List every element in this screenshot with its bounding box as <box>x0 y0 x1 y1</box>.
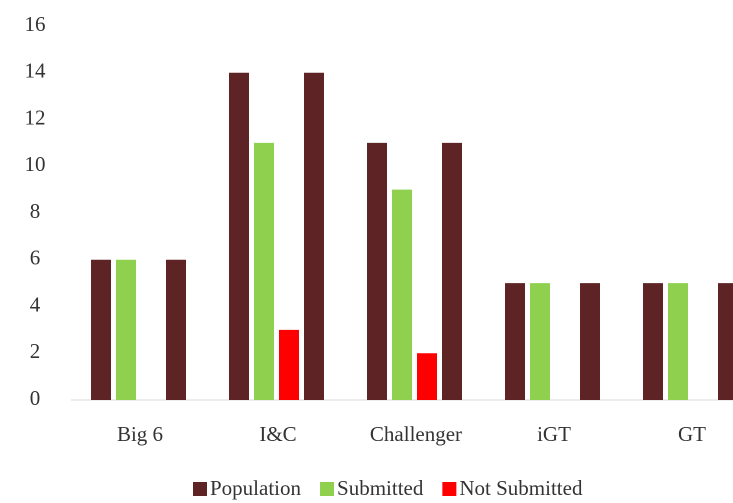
y-tick-label: 10 <box>25 152 46 176</box>
bar <box>417 353 437 400</box>
legend-label: Not Submitted <box>459 476 583 500</box>
bar <box>91 259 111 400</box>
x-tick-label: I&C <box>259 422 296 446</box>
bar <box>643 283 663 400</box>
bar <box>279 329 299 400</box>
legend-label: Submitted <box>337 476 424 500</box>
bar <box>367 142 387 400</box>
y-tick-label: 0 <box>30 386 41 410</box>
x-tick-label: Challenger <box>370 422 462 446</box>
bar <box>392 189 412 400</box>
bar <box>304 72 324 400</box>
x-tick-label: Big 6 <box>117 422 163 446</box>
bar <box>530 283 550 400</box>
y-tick-label: 16 <box>25 12 46 36</box>
y-tick-label: 14 <box>25 59 47 83</box>
bar <box>254 142 274 400</box>
legend-label: Population <box>210 476 302 500</box>
legend-swatch <box>442 482 457 496</box>
bar <box>229 72 249 400</box>
bar <box>505 283 525 400</box>
bar <box>442 142 462 400</box>
bar <box>580 283 600 400</box>
y-tick-label: 2 <box>30 339 41 363</box>
bar <box>166 259 186 400</box>
bar <box>718 283 733 400</box>
x-tick-label: GT <box>678 422 706 446</box>
y-tick-label: 8 <box>30 199 41 223</box>
y-tick-label: 12 <box>25 105 46 129</box>
bar <box>116 259 136 400</box>
x-tick-label: iGT <box>537 422 571 446</box>
y-tick-label: 4 <box>30 292 41 316</box>
legend-swatch <box>320 482 335 496</box>
legend-swatch <box>193 482 207 496</box>
bar <box>668 283 688 400</box>
y-tick-label: 6 <box>30 246 41 270</box>
